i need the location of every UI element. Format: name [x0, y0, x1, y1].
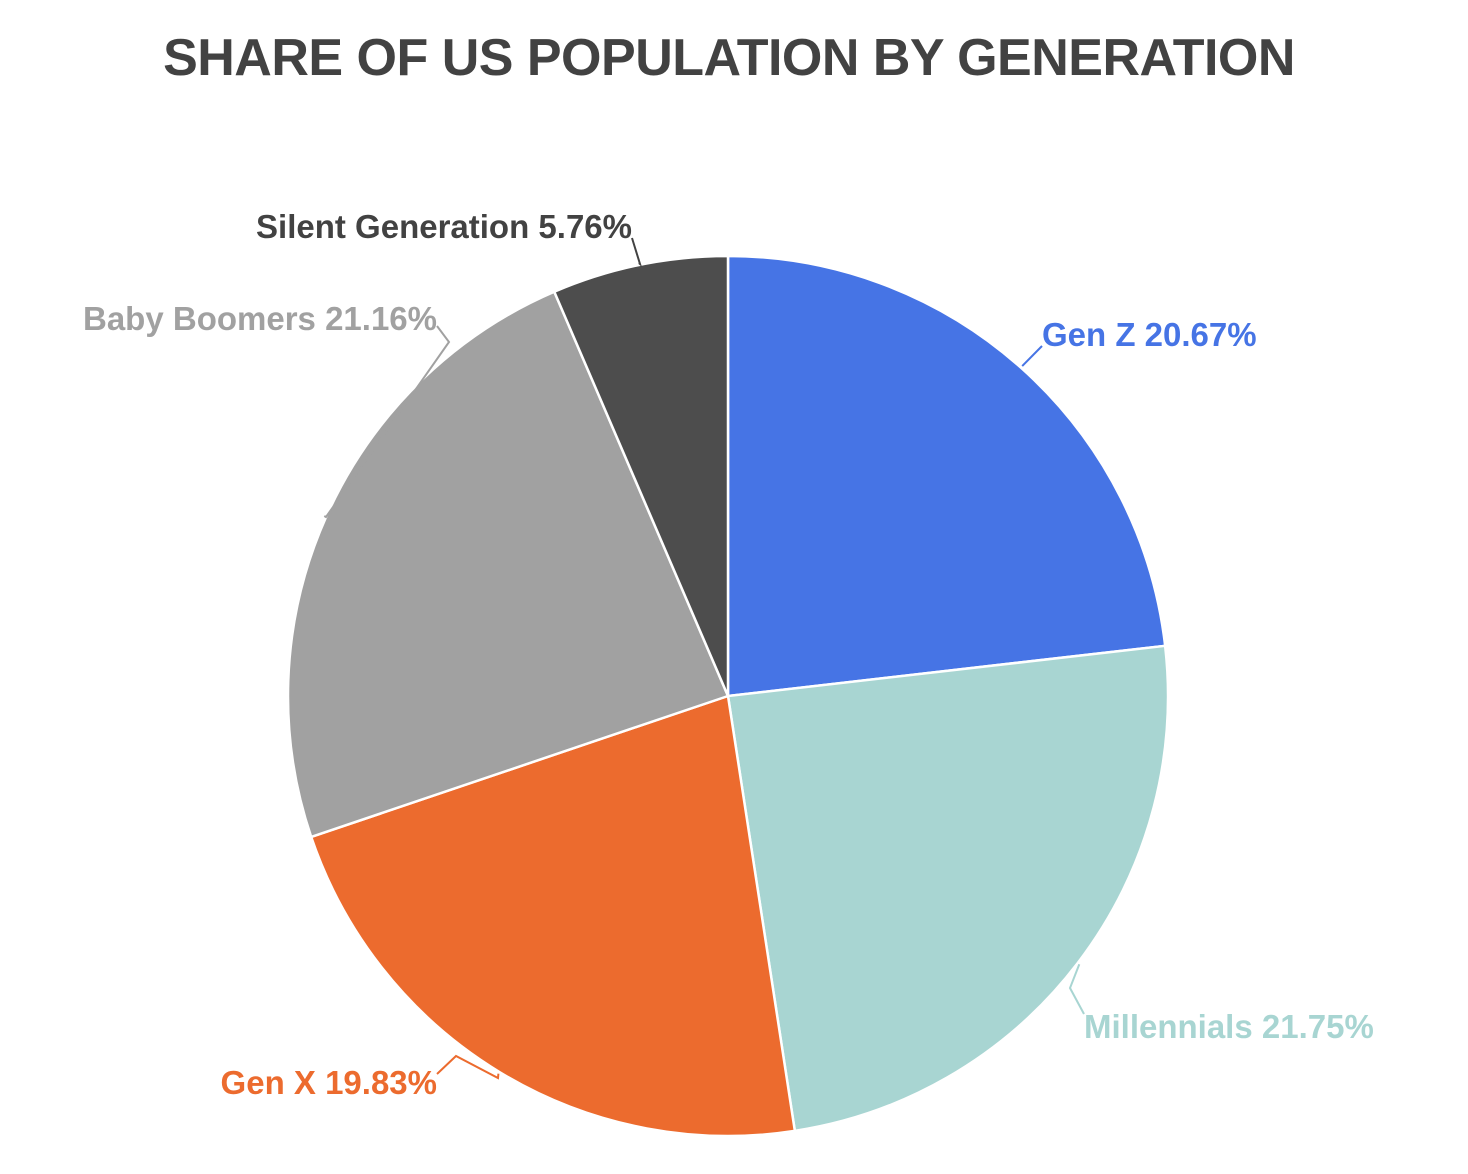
pie-slice-silent-generation [553, 254, 730, 698]
slice-label-baby-boomers: Baby Boomers 21.16% [83, 300, 437, 337]
pie-slice-gen-z [726, 254, 1167, 698]
leader-line-silent-generation [631, 237, 642, 267]
leader-line-millennials [1068, 963, 1085, 1015]
pie-slice-millennials [726, 644, 1170, 1133]
slice-label-gen-x: Gen X 19.83% [221, 1064, 437, 1101]
pie-slice-gen-x [309, 694, 797, 1138]
chart-title: SHARE OF US POPULATION BY GENERATION [163, 29, 1295, 87]
slice-label-millennials: Millennials 21.75% [1084, 1008, 1374, 1045]
pie-slices [286, 254, 1170, 1138]
leader-line-gen-x [436, 1054, 500, 1080]
leader-line-gen-z [1021, 345, 1043, 367]
slice-label-silent-generation: Silent Generation 5.76% [256, 208, 632, 245]
slice-labels: Gen Z 20.67% Millennials 21.75% Gen X 19.8… [83, 208, 1374, 1101]
label-leader-lines [323, 237, 1085, 1080]
slice-label-gen-z: Gen Z 20.67% [1042, 316, 1257, 353]
leader-line-baby-boomers [323, 325, 451, 519]
